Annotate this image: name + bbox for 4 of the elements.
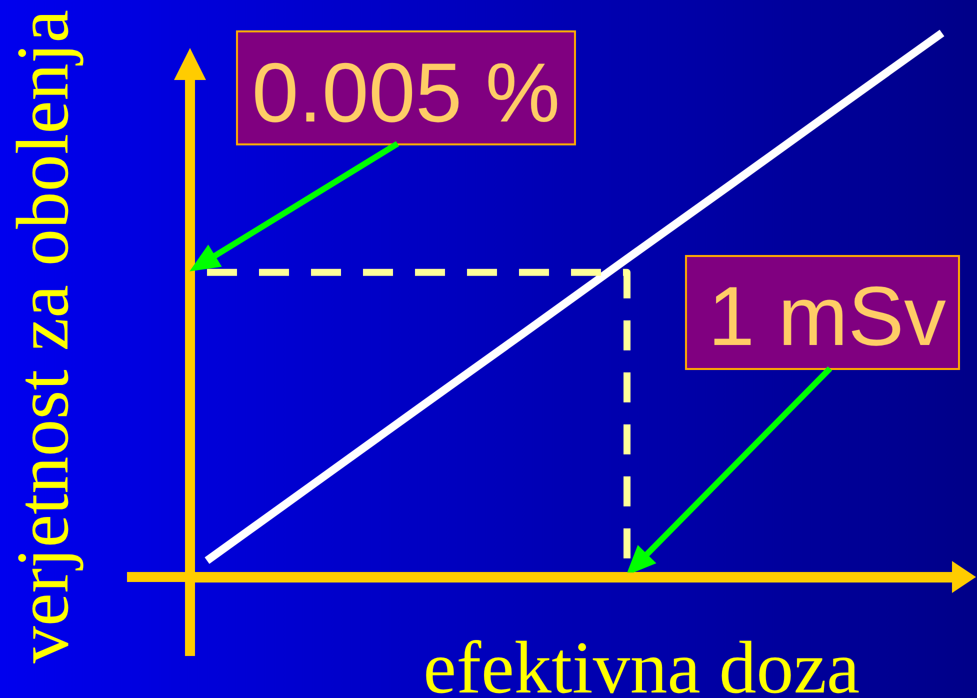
annotation: 1 mSv [708,269,946,363]
x-axis-title: efektivna doza [423,628,860,698]
annotation: 0.005 % [252,45,560,140]
y-axis-title: verjetnost za obolenja [2,10,84,664]
